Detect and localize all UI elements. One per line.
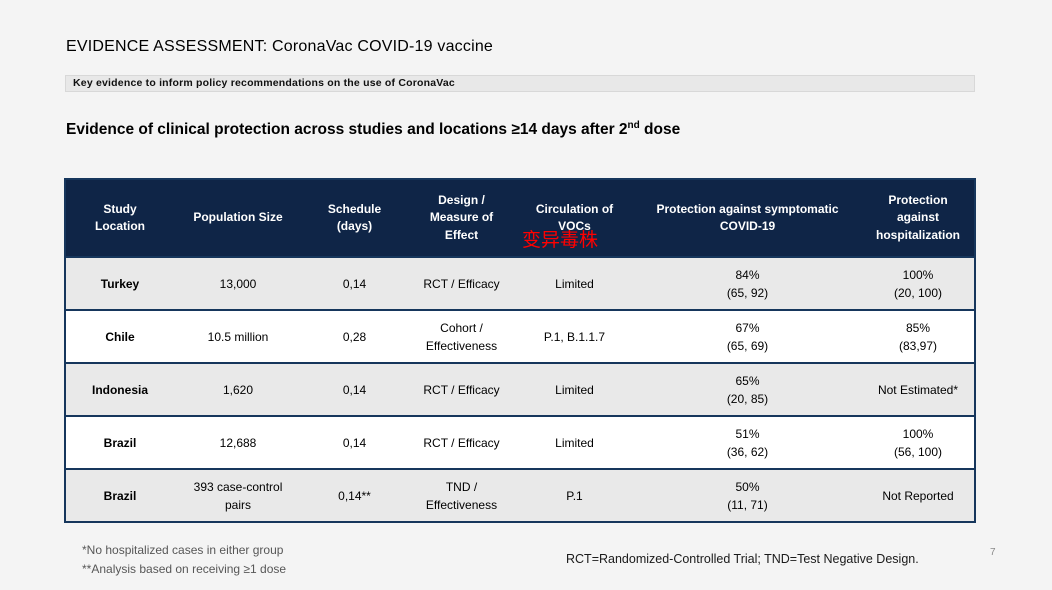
column-header-design: Design / Measure of Effect — [429, 192, 494, 242]
subtitle-bar: Key evidence to inform policy recommenda… — [65, 75, 975, 92]
column-header-protection-symptomatic: Protection against symptomatic COVID-19 — [656, 201, 839, 233]
heading-superscript: nd — [627, 120, 640, 131]
column-header-study-location: Study Location — [95, 201, 145, 233]
table-cell: Brazil — [103, 488, 137, 503]
table-cell: Not Reported — [882, 488, 954, 503]
table-cell: 67% (65, 69) — [726, 320, 769, 353]
table-cell: 84% (65, 92) — [726, 267, 769, 300]
table-cell: P.1, B.1.1.7 — [543, 329, 606, 344]
table-cell: 100% (20, 100) — [893, 267, 943, 300]
table-cell: 50% (11, 71) — [727, 479, 768, 512]
table-cell: 100% (56, 100) — [893, 426, 943, 459]
table-cell: RCT / Efficacy — [423, 435, 500, 450]
heading-suffix: dose — [639, 121, 681, 139]
table-heading: Evidence of clinical protection across s… — [66, 120, 680, 139]
table-cell: 0,14 — [342, 382, 367, 397]
footnote-line-1: *No hospitalized cases in either group — [82, 543, 284, 557]
table-cell: Not Estimated* — [877, 382, 959, 397]
slide-title: EVIDENCE ASSESSMENT: CoronaVac COVID-19 … — [66, 38, 494, 55]
table-row-brazil-tnd: Brazil 393 case-control pairs 0,14** TND… — [66, 468, 974, 521]
table-cell: 0,14** — [338, 488, 371, 503]
table-header-row: Study Location Population Size Schedule … — [66, 180, 974, 256]
table-cell: Indonesia — [91, 382, 148, 397]
table-cell: 13,000 — [219, 276, 257, 291]
page-number: 7 — [990, 547, 996, 558]
footnote-line-2: **Analysis based on receiving ≥1 dose — [82, 562, 287, 576]
table-cell: 393 case-control pairs — [193, 479, 283, 512]
table-cell: Limited — [555, 435, 594, 450]
table-cell: RCT / Efficacy — [423, 382, 500, 397]
table-cell: Limited — [555, 382, 594, 397]
column-header-schedule: Schedule (days) — [327, 201, 382, 233]
table-cell: 0,14 — [342, 276, 367, 291]
footnotes: *No hospitalized cases in either group *… — [82, 541, 286, 579]
voc-annotation-chinese: 变异毒株 — [522, 229, 599, 251]
table-cell: 65% (20, 85) — [726, 373, 769, 406]
column-header-protection-hospitalization: Protection against hospitalization — [876, 192, 960, 242]
table-cell: 85% (83,97) — [898, 320, 938, 353]
table-cell: Brazil — [103, 435, 137, 450]
table-row-turkey: Turkey 13,000 0,14 RCT / Efficacy Limite… — [66, 256, 974, 309]
table-cell: 10.5 million — [207, 329, 269, 344]
table-cell: RCT / Efficacy — [423, 276, 500, 291]
table-cell: 12,688 — [219, 435, 257, 450]
abbreviations-note: RCT=Randomized-Controlled Trial; TND=Tes… — [566, 552, 919, 566]
table-row-brazil-rct: Brazil 12,688 0,14 RCT / Efficacy Limite… — [66, 415, 974, 468]
table-cell: Turkey — [100, 276, 140, 291]
table-cell: Limited — [555, 276, 594, 291]
table-cell: Cohort / Effectiveness — [425, 320, 498, 353]
column-header-vocs: Circulation of VOCs — [535, 201, 614, 233]
evidence-table: Study Location Population Size Schedule … — [64, 178, 976, 523]
table-row-indonesia: Indonesia 1,620 0,14 RCT / Efficacy Limi… — [66, 362, 974, 415]
table-cell: 51% (36, 62) — [726, 426, 769, 459]
table-cell: TND / Effectiveness — [425, 479, 498, 512]
heading-text: Evidence of clinical protection across s… — [66, 121, 628, 139]
column-header-population-size: Population Size — [193, 210, 283, 225]
table-cell: 1,620 — [222, 382, 254, 397]
table-cell: Chile — [105, 329, 135, 344]
table-cell: P.1 — [566, 488, 583, 503]
table-row-chile: Chile 10.5 million 0,28 Cohort / Effecti… — [66, 309, 974, 362]
table-cell: 0,28 — [342, 329, 367, 344]
table-cell: 0,14 — [342, 435, 367, 450]
